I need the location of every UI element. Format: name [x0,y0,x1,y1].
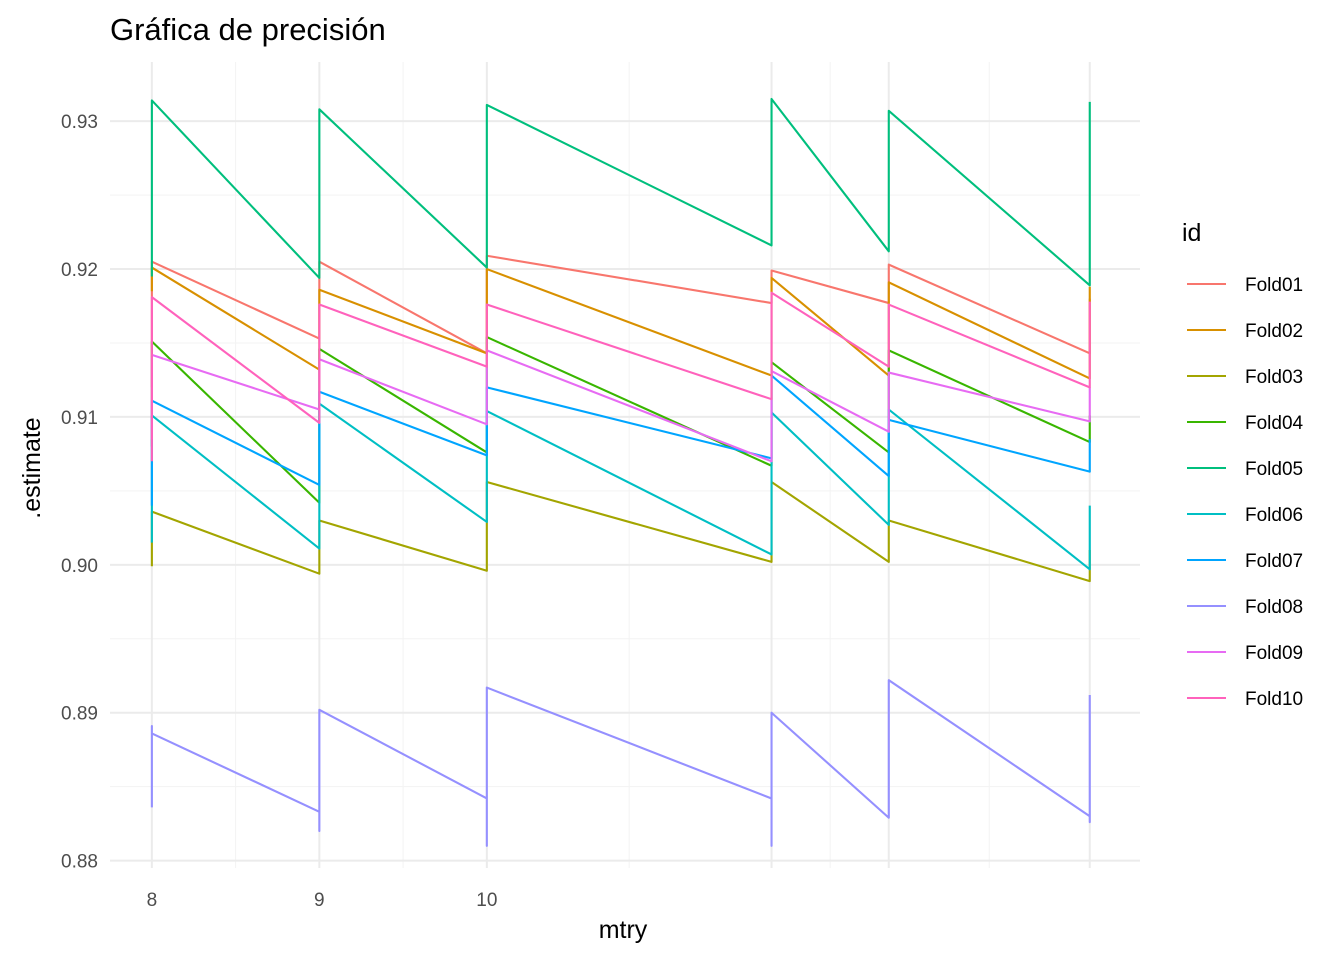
legend-item: Fold05 [1187,459,1303,480]
series-line-fold01 [150,254,1091,388]
y-tick-label: 0.91 [61,408,98,429]
legend-label: Fold05 [1245,459,1303,480]
major-gridlines [110,62,1140,868]
legend-label: Fold03 [1245,367,1303,388]
legend-item: Fold03 [1187,367,1303,388]
series-line-fold07 [150,374,1091,506]
legend-label: Fold07 [1245,551,1303,572]
x-tick-label: 8 [147,890,158,911]
legend-item: Fold01 [1187,275,1303,296]
legend-item: Fold08 [1187,597,1303,618]
y-tick-label: 0.89 [61,704,98,725]
y-tick-label: 0.93 [61,112,98,133]
y-axis-ticks: 0.88 0.89 0.90 0.91 0.92 0.93 [61,112,98,872]
series-lines [150,97,1091,847]
series-line-fold06 [150,402,1091,571]
legend-item: Fold02 [1187,321,1303,342]
legend-item: Fold04 [1187,413,1304,434]
minor-gridlines [110,62,1140,868]
y-tick-label: 0.90 [61,556,98,577]
legend-item: Fold07 [1187,551,1303,572]
x-axis-ticks: 8 9 10 [147,890,498,911]
series-line-fold05 [150,97,1091,287]
legend-item: Fold09 [1187,643,1303,664]
legend-label: Fold02 [1245,321,1303,342]
legend-label: Fold09 [1245,643,1303,664]
legend-label: Fold08 [1245,597,1303,618]
legend: id Fold01Fold02Fold03Fold04Fold05Fold06F… [1182,219,1304,710]
legend-label: Fold04 [1245,413,1304,434]
legend-label: Fold01 [1245,275,1303,296]
series-line-fold09 [150,349,1091,463]
series-line-fold08 [150,679,1091,847]
series-line-fold02 [150,266,1091,380]
series-line-fold10 [150,291,1091,462]
x-tick-label: 10 [476,890,497,911]
y-tick-label: 0.92 [61,260,98,281]
legend-label: Fold10 [1245,689,1303,710]
x-tick-label: 9 [314,890,325,911]
series-line-fold03 [150,480,1091,583]
legend-label: Fold06 [1245,505,1303,526]
legend-title: id [1182,219,1201,247]
y-axis-title: .estimate [18,417,46,518]
legend-item: Fold06 [1187,505,1303,526]
x-axis-title: mtry [599,916,648,944]
chart-title: Gráfica de precisión [110,12,386,47]
series-line-fold04 [150,336,1091,504]
legend-item: Fold10 [1187,689,1303,710]
legend-items: Fold01 Fold02 Fold03 Fold04 Fold05 Fold06 Fold… [1187,275,1304,710]
y-tick-label: 0.88 [61,852,98,873]
